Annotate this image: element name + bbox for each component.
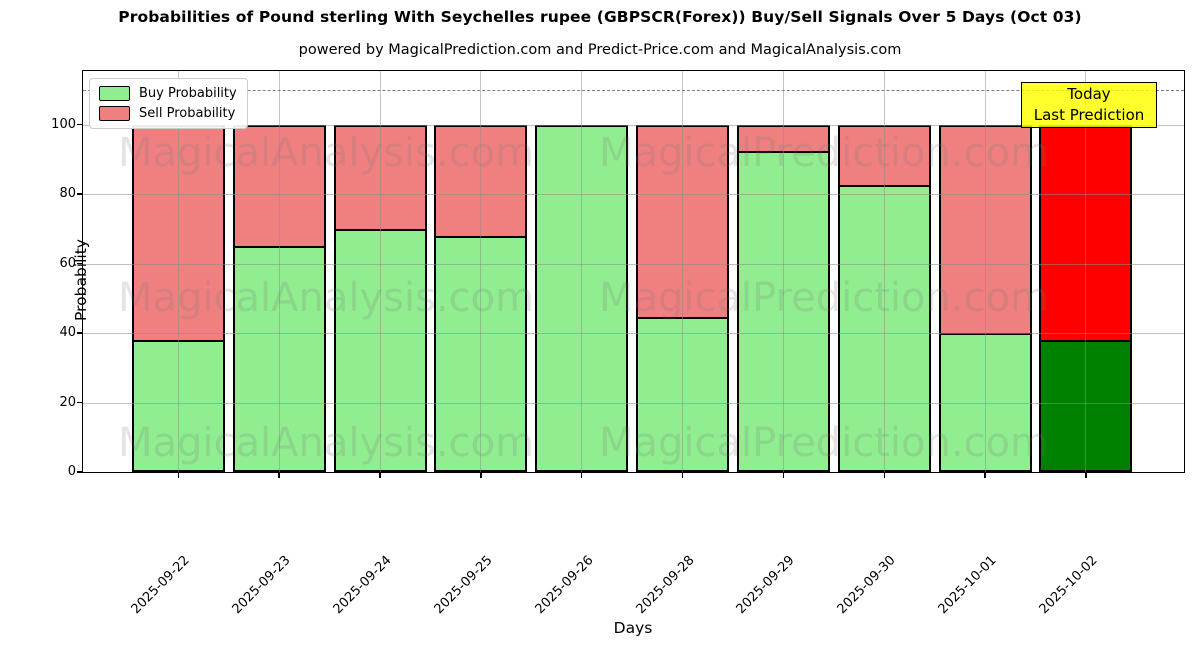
y-gridline <box>83 402 1184 404</box>
x-tick-label: 2025-09-23 <box>229 553 294 618</box>
x-tick-mark <box>681 472 684 478</box>
x-tick-label: 2025-09-29 <box>733 553 798 618</box>
chart-subtitle: powered by MagicalPrediction.com and Pre… <box>298 42 902 58</box>
y-tick-mark <box>77 193 83 195</box>
plot-area: MagicalAnalysis.com MagicalPrediction.co… <box>51 70 1185 637</box>
x-gridline <box>379 71 381 472</box>
annotation-line-today: Today <box>1067 85 1111 103</box>
today-last-prediction-box: Today Last Prediction <box>1021 82 1157 128</box>
x-tick-mark <box>581 472 583 478</box>
x-tick-label: 2025-09-30 <box>834 553 899 618</box>
y-gridline <box>83 194 1184 195</box>
chart-title: Probabilities of Pound sterling With Sey… <box>118 8 1082 26</box>
x-gridline <box>480 71 482 472</box>
x-gridline <box>782 71 784 472</box>
x-gridline <box>278 71 280 472</box>
y-tick-label: 40 <box>59 325 76 340</box>
x-tick-label: 2025-10-02 <box>1036 553 1101 618</box>
x-gridline <box>581 71 583 472</box>
y-tick-label: 20 <box>59 394 76 410</box>
x-gridline <box>682 71 684 472</box>
y-tick-mark <box>77 123 83 126</box>
x-tick-mark <box>480 472 482 478</box>
y-tick-mark <box>77 471 83 473</box>
x-tick-label: 2025-10-01 <box>935 553 1000 618</box>
y-gridline <box>83 124 1184 126</box>
legend: Buy Probability Sell Probability <box>89 78 248 129</box>
x-gridline <box>1085 71 1087 472</box>
y-tick-mark <box>77 332 83 334</box>
x-tick-mark <box>883 472 885 478</box>
x-gridline <box>177 71 179 472</box>
legend-sell-label: Sell Probability <box>139 106 236 121</box>
x-tick-label: 2025-09-24 <box>330 553 395 618</box>
legend-buy-label: Buy Probability <box>139 86 237 101</box>
legend-item-buy: Buy Probability <box>99 86 237 101</box>
y-tick-label: 80 <box>59 186 76 201</box>
y-tick-mark <box>77 401 83 404</box>
x-tick-label: 2025-09-25 <box>431 553 496 618</box>
x-tick-mark <box>379 472 381 478</box>
y-axis-label: Probability <box>72 239 90 321</box>
threshold-dashed-line <box>83 89 1184 91</box>
legend-item-sell: Sell Probability <box>99 106 237 121</box>
y-tick-label: 0 <box>67 464 76 479</box>
sell-swatch-icon <box>99 106 130 121</box>
y-tick-mark <box>77 262 83 265</box>
x-gridline <box>984 71 986 472</box>
x-tick-label: 2025-09-22 <box>128 553 193 618</box>
x-tick-mark <box>278 472 280 478</box>
x-axis-label: Days <box>613 619 653 637</box>
y-gridline <box>83 263 1184 265</box>
y-gridline <box>83 333 1184 334</box>
x-tick-mark <box>1085 472 1087 478</box>
x-tick-mark <box>782 472 785 478</box>
buy-swatch-icon <box>99 86 130 101</box>
x-gridline <box>883 71 885 472</box>
x-tick-mark <box>177 472 179 478</box>
x-tick-mark <box>984 472 986 478</box>
annotation-line-last-prediction: Last Prediction <box>1033 106 1145 124</box>
y-tick-label: 100 <box>51 116 76 132</box>
y-tick-label: 60 <box>59 255 76 271</box>
